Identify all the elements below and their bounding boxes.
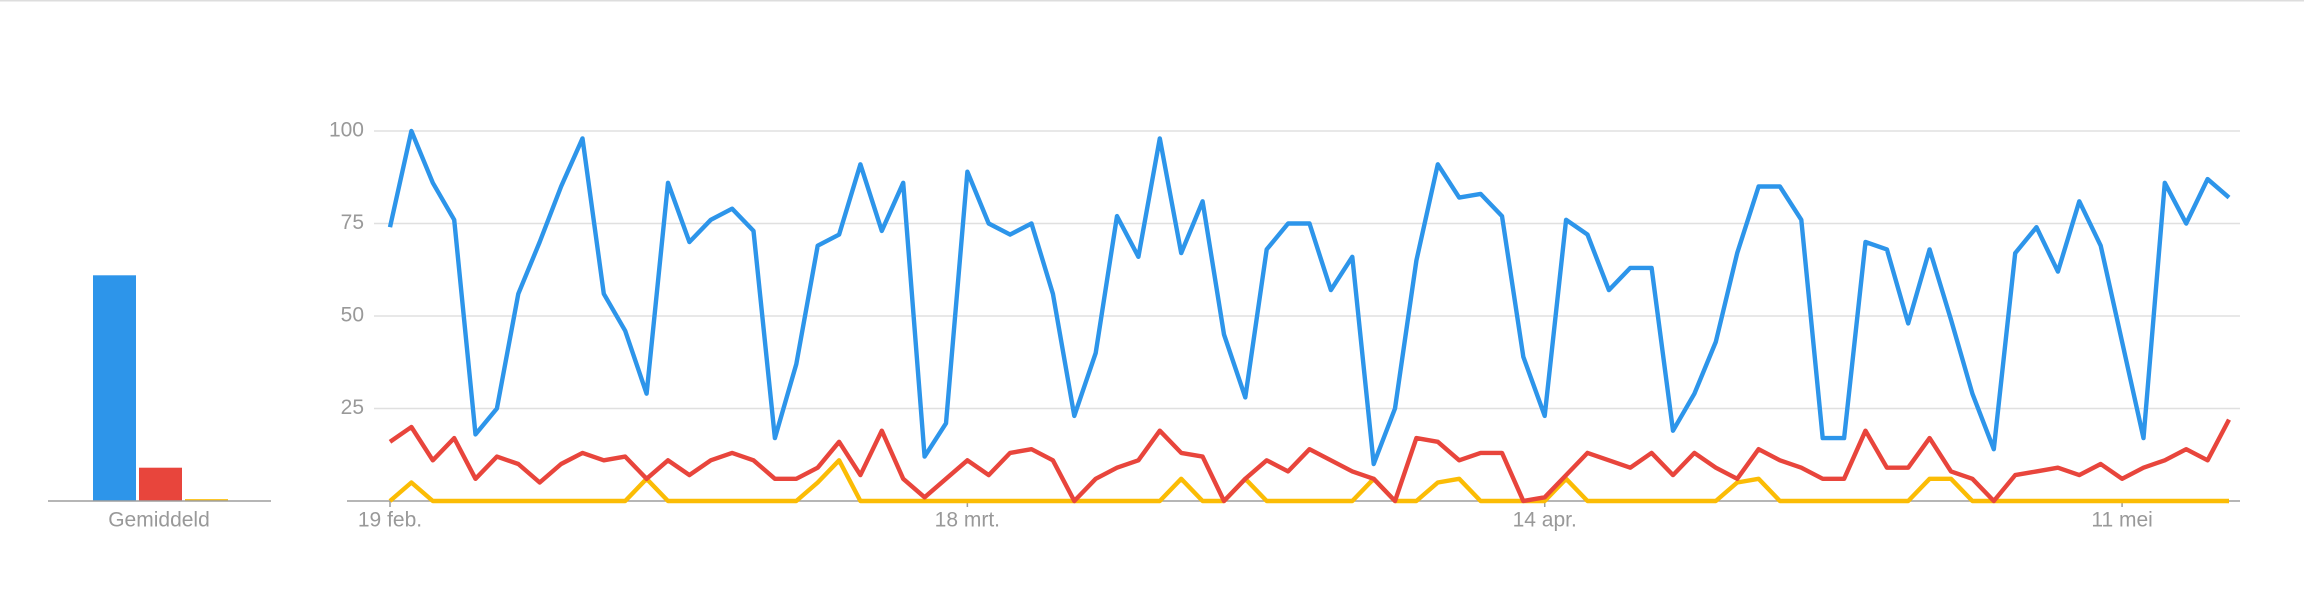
y-tick-label: 50 bbox=[341, 304, 364, 327]
bar bbox=[185, 499, 228, 501]
bar bbox=[93, 275, 136, 501]
bar bbox=[139, 467, 182, 501]
x-tick-label: 19 feb. bbox=[358, 509, 422, 532]
y-tick-label: 100 bbox=[329, 119, 364, 142]
line-series bbox=[388, 418, 2231, 504]
line-series bbox=[388, 458, 2229, 504]
line-series bbox=[387, 128, 2231, 467]
y-tick-label: 75 bbox=[341, 211, 364, 234]
x-tick-label: 18 mrt. bbox=[935, 509, 1000, 532]
x-tick-label: 11 mei bbox=[2091, 509, 2152, 532]
x-tick-label: 14 apr. bbox=[1513, 509, 1577, 532]
x-tick-label: Gemiddeld bbox=[108, 509, 210, 532]
y-tick-label: 25 bbox=[341, 396, 364, 419]
